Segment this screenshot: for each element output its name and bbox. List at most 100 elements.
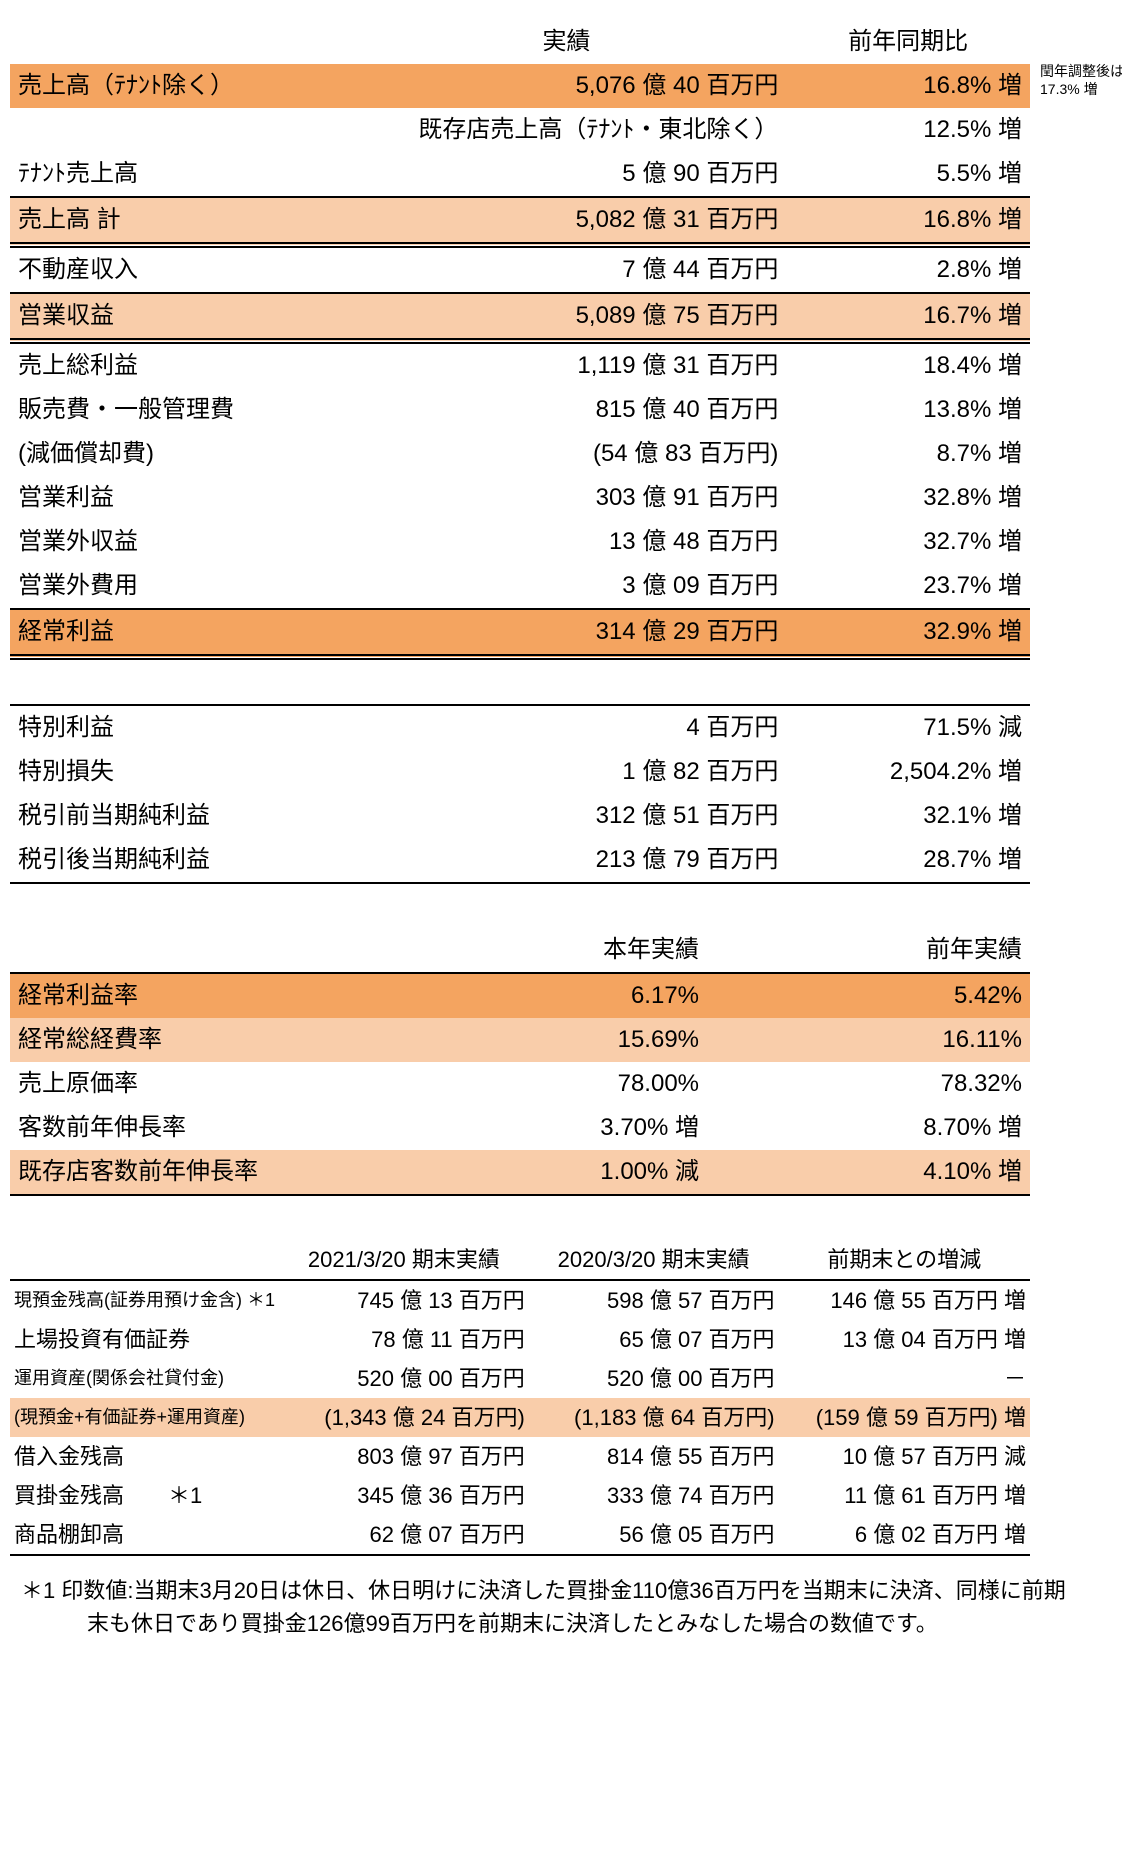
row-value: (54 億 83 百万円) bbox=[347, 432, 787, 476]
row-yoy: 32.9% 増 bbox=[786, 609, 1030, 657]
row-value: 1 億 82 百万円 bbox=[347, 750, 787, 794]
row-value: 312 億 51 百万円 bbox=[347, 794, 787, 838]
row-label: 売上原価率 bbox=[10, 1062, 343, 1106]
col-diff-header: 前期末との増減 bbox=[779, 1240, 1030, 1280]
row-diff: － bbox=[779, 1359, 1030, 1398]
row-label: 特別利益 bbox=[10, 705, 347, 750]
row-current: 1.00% 減 bbox=[343, 1150, 707, 1195]
pl-header-row: 実績 前年同期比 bbox=[10, 20, 1030, 64]
row-2021: 520 億 00 百万円 bbox=[279, 1359, 529, 1398]
table-row: 売上原価率78.00%78.32% bbox=[10, 1062, 1030, 1106]
table-row: 売上高 計5,082 億 31 百万円16.8% 増 bbox=[10, 197, 1030, 245]
balance-table: 2021/3/20 期末実績 2020/3/20 期末実績 前期末との増減 現預… bbox=[10, 1240, 1030, 1556]
table-row: 現預金残高(証券用預け金含) ＊1745 億 13 百万円598 億 57 百万… bbox=[10, 1280, 1030, 1320]
col-2021-header: 2021/3/20 期末実績 bbox=[279, 1240, 529, 1280]
ratio-table: 本年実績 前年実績 経常利益率6.17%5.42%経常総経費率15.69%16.… bbox=[10, 928, 1030, 1196]
row-label: 借入金残高 bbox=[10, 1437, 279, 1476]
row-prev: 78.32% bbox=[707, 1062, 1030, 1106]
row-label: 商品棚卸高 bbox=[10, 1515, 279, 1555]
col-actual-header: 実績 bbox=[347, 20, 787, 64]
row-label: 経常利益率 bbox=[10, 973, 343, 1018]
row-label: 運用資産(関係会社貸付金) bbox=[10, 1359, 279, 1398]
row-value: 5,076 億 40 百万円 bbox=[347, 64, 787, 108]
row-label: 客数前年伸長率 bbox=[10, 1106, 343, 1150]
row-yoy: 23.7% 増 bbox=[786, 564, 1030, 609]
row-yoy: 32.8% 増 bbox=[786, 476, 1030, 520]
row-diff: 146 億 55 百万円 増 bbox=[779, 1280, 1030, 1320]
table-row: 借入金残高803 億 97 百万円814 億 55 百万円10 億 57 百万円… bbox=[10, 1437, 1030, 1476]
row-2020: (1,183 億 64 百万円) bbox=[529, 1398, 779, 1437]
row-diff: 13 億 04 百万円 増 bbox=[779, 1320, 1030, 1359]
table-row: 営業外収益13 億 48 百万円32.7% 増 bbox=[10, 520, 1030, 564]
table-row: 営業利益303 億 91 百万円32.8% 増 bbox=[10, 476, 1030, 520]
ratio-header-row: 本年実績 前年実績 bbox=[10, 928, 1030, 973]
row-label: 販売費・一般管理費 bbox=[10, 388, 347, 432]
table-row: 売上総利益1,119 億 31 百万円18.4% 増 bbox=[10, 341, 1030, 388]
row-yoy: 18.4% 増 bbox=[786, 341, 1030, 388]
row-prev: 16.11% bbox=[707, 1018, 1030, 1062]
row-label: 買掛金残高 ＊1 bbox=[10, 1476, 279, 1515]
row-yoy: 16.8% 増 bbox=[786, 64, 1030, 108]
row-value: 1,119 億 31 百万円 bbox=[347, 341, 787, 388]
row-prev: 5.42% bbox=[707, 973, 1030, 1018]
row-current: 3.70% 増 bbox=[343, 1106, 707, 1150]
row-2021: (1,343 億 24 百万円) bbox=[279, 1398, 529, 1437]
row-yoy: 8.7% 増 bbox=[786, 432, 1030, 476]
row-2020: 56 億 05 百万円 bbox=[529, 1515, 779, 1555]
table-row: 特別損失1 億 82 百万円2,504.2% 増 bbox=[10, 750, 1030, 794]
row-prev: 8.70% 増 bbox=[707, 1106, 1030, 1150]
row-current: 15.69% bbox=[343, 1018, 707, 1062]
col-yoy-header: 前年同期比 bbox=[786, 20, 1030, 64]
row-yoy: 16.8% 増 bbox=[786, 197, 1030, 245]
row-value: 303 億 91 百万円 bbox=[347, 476, 787, 520]
table-row: 既存店売上高（ﾃﾅﾝﾄ・東北除く）12.5% 増 bbox=[10, 108, 1030, 152]
table-row: 運用資産(関係会社貸付金)520 億 00 百万円520 億 00 百万円－ bbox=[10, 1359, 1030, 1398]
table-row: (減価償却費)(54 億 83 百万円)8.7% 増 bbox=[10, 432, 1030, 476]
table-row: 商品棚卸高62 億 07 百万円56 億 05 百万円6 億 02 百万円 増 bbox=[10, 1515, 1030, 1555]
row-label: 不動産収入 bbox=[10, 245, 347, 293]
row-label: (減価償却費) bbox=[10, 432, 347, 476]
row-2020: 333 億 74 百万円 bbox=[529, 1476, 779, 1515]
table-row: 経常総経費率15.69%16.11% bbox=[10, 1018, 1030, 1062]
table-row: 売上高（ﾃﾅﾝﾄ除く）5,076 億 40 百万円16.8% 増 bbox=[10, 64, 1030, 108]
row-value: 314 億 29 百万円 bbox=[347, 609, 787, 657]
row-label: 税引前当期純利益 bbox=[10, 794, 347, 838]
report-container: 閏年調整後は17.3% 増 実績 前年同期比 売上高（ﾃﾅﾝﾄ除く）5,076 … bbox=[10, 20, 1050, 1640]
row-current: 78.00% bbox=[343, 1062, 707, 1106]
table-row: 税引前当期純利益312 億 51 百万円32.1% 増 bbox=[10, 794, 1030, 838]
table-row: 経常利益率6.17%5.42% bbox=[10, 973, 1030, 1018]
row-2021: 62 億 07 百万円 bbox=[279, 1515, 529, 1555]
table-row: (現預金+有価証券+運用資産)(1,343 億 24 百万円)(1,183 億 … bbox=[10, 1398, 1030, 1437]
table-row: 特別利益4 百万円71.5% 減 bbox=[10, 705, 1030, 750]
table-row: 買掛金残高 ＊1345 億 36 百万円333 億 74 百万円11 億 61 … bbox=[10, 1476, 1030, 1515]
row-label: 売上高（ﾃﾅﾝﾄ除く） bbox=[10, 64, 347, 108]
col-2020-header: 2020/3/20 期末実績 bbox=[529, 1240, 779, 1280]
row-yoy: 2.8% 増 bbox=[786, 245, 1030, 293]
row-value: 5,082 億 31 百万円 bbox=[347, 197, 787, 245]
row-value: 4 百万円 bbox=[347, 705, 787, 750]
table-row: 税引後当期純利益213 億 79 百万円28.7% 増 bbox=[10, 838, 1030, 883]
row-label: 既存店売上高（ﾃﾅﾝﾄ・東北除く） bbox=[347, 108, 787, 152]
row-yoy: 2,504.2% 増 bbox=[786, 750, 1030, 794]
row-current: 6.17% bbox=[343, 973, 707, 1018]
row-2020: 65 億 07 百万円 bbox=[529, 1320, 779, 1359]
row-label: 営業外収益 bbox=[10, 520, 347, 564]
table-row: 営業収益5,089 億 75 百万円16.7% 増 bbox=[10, 293, 1030, 341]
row-2021: 345 億 36 百万円 bbox=[279, 1476, 529, 1515]
row-label: 税引後当期純利益 bbox=[10, 838, 347, 883]
row-yoy: 32.1% 増 bbox=[786, 794, 1030, 838]
row-label: 現預金残高(証券用預け金含) ＊1 bbox=[10, 1280, 279, 1320]
row-value: 5,089 億 75 百万円 bbox=[347, 293, 787, 341]
row-label: 経常総経費率 bbox=[10, 1018, 343, 1062]
leap-year-note: 閏年調整後は17.3% 増 bbox=[1040, 62, 1122, 98]
table-row: 既存店客数前年伸長率1.00% 減4.10% 増 bbox=[10, 1150, 1030, 1195]
row-yoy: 32.7% 増 bbox=[786, 520, 1030, 564]
row-2020: 520 億 00 百万円 bbox=[529, 1359, 779, 1398]
table-row: 販売費・一般管理費815 億 40 百万円13.8% 増 bbox=[10, 388, 1030, 432]
col-prev-header: 前年実績 bbox=[707, 928, 1030, 973]
row-label: 営業収益 bbox=[10, 293, 347, 341]
row-value: 7 億 44 百万円 bbox=[347, 245, 787, 293]
row-label: 特別損失 bbox=[10, 750, 347, 794]
row-yoy: 12.5% 増 bbox=[786, 108, 1030, 152]
row-2021: 745 億 13 百万円 bbox=[279, 1280, 529, 1320]
